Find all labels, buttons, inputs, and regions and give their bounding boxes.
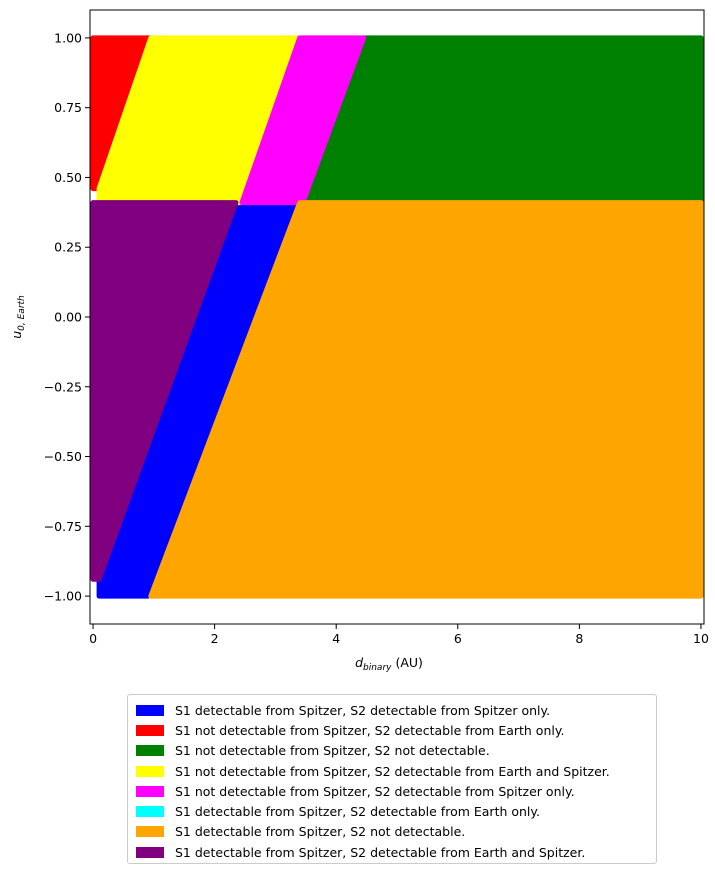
region-series-5 [239, 35, 367, 206]
legend-item: S1 detectable from Spitzer, S2 not detec… [136, 822, 656, 842]
y-axis: 1.00 0.75 0.50 0.25 0.00 −0.25 −0.50 −0.75 −1.00 [44, 30, 90, 604]
legend-label: S1 detectable from Spitzer, S2 detectabl… [175, 844, 586, 860]
y-tick-label: 0.25 [54, 240, 82, 255]
legend-swatch [136, 765, 164, 777]
legend-item: S1 not detectable from Spitzer, S2 detec… [136, 781, 656, 801]
legend-item: S1 detectable from Spitzer, S2 detectabl… [136, 842, 656, 862]
legend-label: S1 detectable from Spitzer, S2 not detec… [175, 824, 466, 840]
legend-swatch [136, 826, 164, 838]
y-tick-label: 1.00 [54, 30, 82, 45]
legend-swatch [136, 806, 164, 818]
legend-item: S1 not detectable from Spitzer, S2 detec… [136, 720, 656, 740]
legend-label: S1 detectable from Spitzer, S2 detectabl… [175, 804, 540, 820]
x-tick-label: 4 [332, 631, 340, 646]
legend-item: S1 detectable from Spitzer, S2 detectabl… [136, 801, 656, 821]
x-tick-label: 0 [89, 631, 97, 646]
legend-swatch [136, 704, 164, 716]
scatter-regions [90, 35, 704, 599]
legend-label: S1 not detectable from Spitzer, S2 not d… [175, 743, 490, 759]
chart: 0 2 4 6 8 10 1.00 0.75 0.50 0.25 0.00 −0.25 −0.50 −0… [9, 9, 709, 673]
y-tick-label: 0.50 [54, 170, 82, 185]
x-tick-label: 2 [211, 631, 219, 646]
x-tick-label: 10 [693, 631, 709, 646]
y-tick-label: −0.50 [44, 449, 82, 464]
region-series-7 [148, 200, 704, 599]
x-tick-label: 6 [454, 631, 462, 646]
legend-swatch [136, 785, 164, 797]
legend-label: S1 not detectable from Spitzer, S2 detec… [175, 722, 565, 738]
region-series-8 [90, 200, 239, 582]
legend-label: S1 not detectable from Spitzer, S2 detec… [175, 783, 575, 799]
x-axis: 0 2 4 6 8 10 [89, 624, 709, 646]
legend-item: S1 not detectable from Spitzer, S2 not d… [136, 741, 656, 761]
legend-item: S1 detectable from Spitzer, S2 detectabl… [136, 700, 656, 720]
legend: S1 detectable from Spitzer, S2 detectabl… [127, 694, 657, 864]
legend-label: S1 not detectable from Spitzer, S2 detec… [175, 763, 610, 779]
x-tick-label: 8 [575, 631, 583, 646]
legend-swatch [136, 846, 164, 858]
legend-label: S1 detectable from Spitzer, S2 detectabl… [175, 702, 551, 718]
region-series-3 [300, 35, 704, 206]
y-tick-label: −1.00 [44, 589, 82, 604]
legend-item: S1 not detectable from Spitzer, S2 detec… [136, 761, 656, 781]
x-axis-label: dbinary (AU) [355, 655, 423, 673]
y-tick-label: −0.25 [44, 379, 82, 394]
y-tick-label: 0.00 [54, 310, 82, 325]
y-axis-label: u0, Earth [9, 295, 27, 339]
y-tick-label: −0.75 [44, 519, 82, 534]
legend-swatch [136, 745, 164, 757]
legend-swatch [136, 724, 164, 736]
y-tick-label: 0.75 [54, 100, 82, 115]
